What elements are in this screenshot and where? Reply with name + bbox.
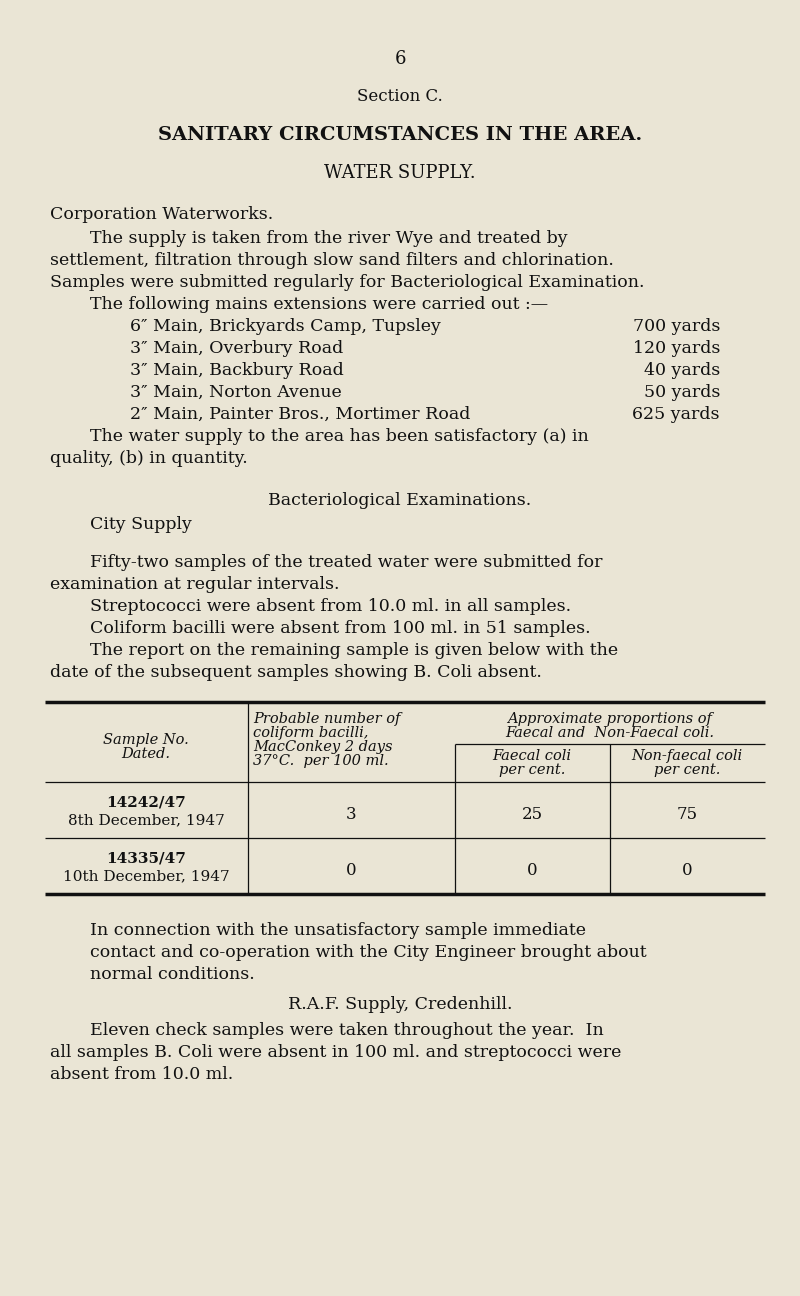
- Text: Non-faecal coli: Non-faecal coli: [631, 749, 742, 763]
- Text: 2″ Main, Painter Bros., Mortimer Road: 2″ Main, Painter Bros., Mortimer Road: [130, 406, 470, 422]
- Text: 3″ Main, Overbury Road: 3″ Main, Overbury Road: [130, 340, 343, 356]
- Text: Coliform bacilli were absent from 100 ml. in 51 samples.: Coliform bacilli were absent from 100 ml…: [90, 619, 590, 638]
- Text: date of the subsequent samples showing B. Coli absent.: date of the subsequent samples showing B…: [50, 664, 542, 680]
- Text: 120 yards: 120 yards: [633, 340, 720, 356]
- Text: Streptococci were absent from 10.0 ml. in all samples.: Streptococci were absent from 10.0 ml. i…: [90, 597, 571, 616]
- Text: 50 yards: 50 yards: [644, 384, 720, 400]
- Text: settlement, filtration through slow sand filters and chlorination.: settlement, filtration through slow sand…: [50, 251, 614, 270]
- Text: coliform bacilli,: coliform bacilli,: [253, 726, 368, 740]
- Text: 40 yards: 40 yards: [644, 362, 720, 378]
- Text: Eleven check samples were taken throughout the year.  In: Eleven check samples were taken througho…: [90, 1023, 604, 1039]
- Text: absent from 10.0 ml.: absent from 10.0 ml.: [50, 1067, 234, 1083]
- Text: 3″ Main, Backbury Road: 3″ Main, Backbury Road: [130, 362, 344, 378]
- Text: SANITARY CIRCUMSTANCES IN THE AREA.: SANITARY CIRCUMSTANCES IN THE AREA.: [158, 126, 642, 144]
- Text: Samples were submitted regularly for Bacteriological Examination.: Samples were submitted regularly for Bac…: [50, 273, 645, 292]
- Text: per cent.: per cent.: [654, 763, 720, 778]
- Text: City Supply: City Supply: [90, 516, 192, 533]
- Text: 75: 75: [677, 806, 698, 823]
- Text: quality, (b) in quantity.: quality, (b) in quantity.: [50, 450, 248, 467]
- Text: 8th December, 1947: 8th December, 1947: [68, 813, 224, 827]
- Text: Dated.: Dated.: [122, 746, 170, 761]
- Text: 10th December, 1947: 10th December, 1947: [62, 870, 230, 883]
- Text: The following mains extensions were carried out :—: The following mains extensions were carr…: [90, 295, 548, 314]
- Text: contact and co-operation with the City Engineer brought about: contact and co-operation with the City E…: [90, 943, 646, 962]
- Text: The report on the remaining sample is given below with the: The report on the remaining sample is gi…: [90, 642, 618, 658]
- Text: 3: 3: [346, 806, 356, 823]
- Text: Fifty-two samples of the treated water were submitted for: Fifty-two samples of the treated water w…: [90, 553, 602, 572]
- Text: all samples B. Coli were absent in 100 ml. and streptococci were: all samples B. Coli were absent in 100 m…: [50, 1045, 622, 1061]
- Text: 0: 0: [682, 862, 692, 879]
- Text: 14335/47: 14335/47: [106, 851, 186, 866]
- Text: 37°C.  per 100 ml.: 37°C. per 100 ml.: [253, 754, 389, 769]
- Text: Approximate proportions of: Approximate proportions of: [507, 712, 713, 726]
- Text: per cent.: per cent.: [499, 763, 565, 778]
- Text: R.A.F. Supply, Credenhill.: R.A.F. Supply, Credenhill.: [288, 997, 512, 1013]
- Text: In connection with the unsatisfactory sample immediate: In connection with the unsatisfactory sa…: [90, 921, 586, 940]
- Text: 0: 0: [346, 862, 356, 879]
- Text: 625 yards: 625 yards: [633, 406, 720, 422]
- Text: Sample No.: Sample No.: [103, 734, 189, 746]
- Text: The water supply to the area has been satisfactory (a) in: The water supply to the area has been sa…: [90, 428, 589, 445]
- Text: Corporation Waterworks.: Corporation Waterworks.: [50, 206, 274, 223]
- Text: 6: 6: [394, 51, 406, 67]
- Text: Section C.: Section C.: [357, 88, 443, 105]
- Text: normal conditions.: normal conditions.: [90, 966, 254, 982]
- Text: 0: 0: [526, 862, 538, 879]
- Text: The supply is taken from the river Wye and treated by: The supply is taken from the river Wye a…: [90, 229, 568, 248]
- Text: Faecal coli: Faecal coli: [493, 749, 571, 763]
- Text: 14242/47: 14242/47: [106, 796, 186, 810]
- Text: 6″ Main, Brickyards Camp, Tupsley: 6″ Main, Brickyards Camp, Tupsley: [130, 318, 441, 334]
- Text: Faecal and  Non-Faecal coli.: Faecal and Non-Faecal coli.: [506, 726, 714, 740]
- Text: 700 yards: 700 yards: [633, 318, 720, 334]
- Text: Probable number of: Probable number of: [253, 712, 400, 726]
- Text: 25: 25: [522, 806, 542, 823]
- Text: examination at regular intervals.: examination at regular intervals.: [50, 575, 339, 594]
- Text: Bacteriological Examinations.: Bacteriological Examinations.: [268, 492, 532, 509]
- Text: WATER SUPPLY.: WATER SUPPLY.: [324, 165, 476, 181]
- Text: MacConkey 2 days: MacConkey 2 days: [253, 740, 393, 754]
- Text: 3″ Main, Norton Avenue: 3″ Main, Norton Avenue: [130, 384, 342, 400]
